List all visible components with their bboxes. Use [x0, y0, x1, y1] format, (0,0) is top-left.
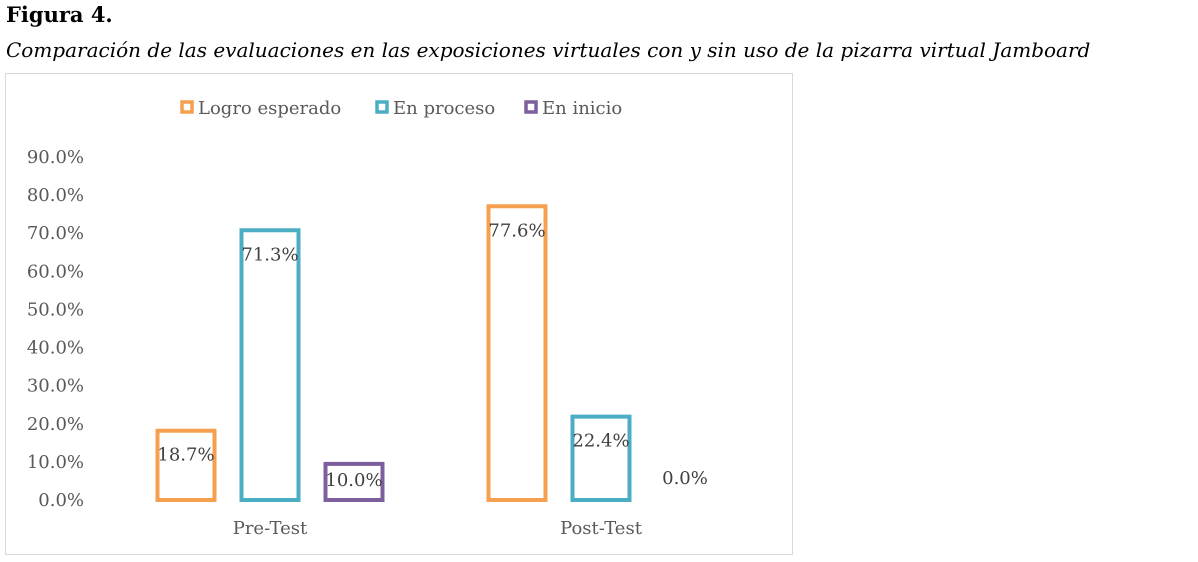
x-category-label: Pre-Test: [233, 518, 308, 539]
data-labels: 18.7% 71.3% 10.0% 77.6% 22.4% 0.0%: [157, 220, 707, 491]
data-label: 0.0%: [662, 468, 708, 489]
x-category-label: Post-Test: [560, 518, 643, 539]
y-tick-label: 10.0%: [27, 452, 84, 473]
chart-area: Logro esperado En proceso En inicio 0.0% 10…: [5, 73, 793, 555]
chart-legend: Logro esperado En proceso En inicio: [180, 98, 622, 119]
data-label: 71.3%: [241, 244, 298, 265]
bar-en-proceso-pre-test: [239, 228, 301, 502]
legend-label: En proceso: [393, 98, 495, 119]
y-tick-label: 0.0%: [38, 490, 84, 511]
bar-en-proceso-post-test: [570, 414, 632, 502]
bars: [155, 204, 632, 502]
figure-caption: Comparación de las evaluaciones en las e…: [6, 38, 1091, 62]
y-tick-label: 30.0%: [27, 376, 84, 397]
legend-swatch: [524, 100, 538, 114]
data-label: 10.0%: [325, 470, 382, 491]
x-axis: Pre-Test Post-Test: [233, 518, 643, 539]
data-label: 22.4%: [572, 431, 629, 452]
bar-en-inicio-pre-test: [323, 461, 385, 502]
bar-logro-esperado-pre-test: [155, 428, 217, 502]
y-tick-label: 90.0%: [27, 147, 84, 168]
legend-swatch: [180, 100, 194, 114]
y-tick-label: 60.0%: [27, 261, 84, 282]
data-label: 18.7%: [157, 445, 214, 466]
bar-chart: Logro esperado En proceso En inicio 0.0% 10…: [27, 98, 708, 539]
y-tick-label: 40.0%: [27, 338, 84, 359]
y-tick-label: 80.0%: [27, 185, 84, 206]
legend-item-en-proceso: En proceso: [375, 98, 495, 119]
legend-swatch: [375, 100, 389, 114]
data-label: 77.6%: [488, 220, 545, 241]
legend-item-logro-esperado: Logro esperado: [180, 98, 341, 119]
legend-label: Logro esperado: [198, 98, 341, 119]
figure-label: Figura 4.: [6, 2, 113, 27]
bar-logro-esperado-post-test: [486, 204, 548, 502]
legend-item-en-inicio: En inicio: [524, 98, 622, 119]
y-tick-label: 50.0%: [27, 299, 84, 320]
y-tick-label: 20.0%: [27, 414, 84, 435]
legend-label: En inicio: [542, 98, 622, 119]
y-axis: 0.0% 10.0% 20.0% 30.0% 40.0% 50.0% 60.0% 70.0% 8…: [27, 147, 84, 511]
y-tick-label: 70.0%: [27, 223, 84, 244]
